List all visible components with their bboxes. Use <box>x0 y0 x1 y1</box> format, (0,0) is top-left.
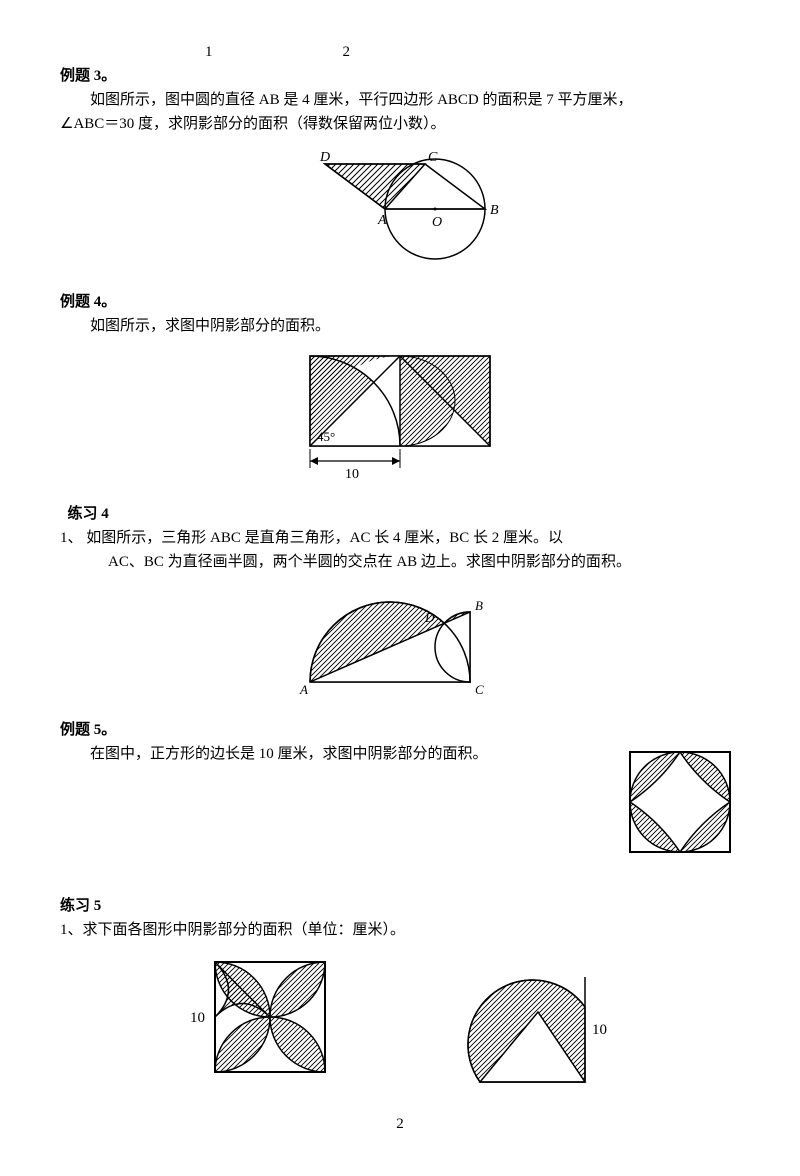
example-4-title: 例题 4。 <box>60 290 740 314</box>
practice-5-body: 1、求下面各图形中阴影部分的面积（单位：厘米）。 <box>60 918 740 942</box>
top-number-2: 2 <box>343 40 351 64</box>
label-10-ex4: 10 <box>345 467 359 482</box>
top-number-1: 1 <box>205 40 213 64</box>
practice-4-title: 练习 4 <box>60 502 740 526</box>
top-numbers: 1 2 <box>60 40 740 64</box>
label-C: C <box>428 150 438 165</box>
page-number: 2 <box>60 1112 740 1136</box>
label-A: A <box>377 213 387 228</box>
practice-4-line1: 如图所示，三角形 ABC 是直角三角形，AC 长 4 厘米，BC 长 2 厘米。… <box>86 530 563 546</box>
practice-4-line2: AC、BC 为直径画半圆，两个半圆的交点在 AB 边上。求图中阴影部分的面积。 <box>108 554 631 570</box>
label-O: O <box>432 215 442 230</box>
svg-text:C: C <box>475 682 484 697</box>
svg-text:A: A <box>299 682 308 697</box>
label-10-right: 10 <box>592 1022 607 1038</box>
figure-ex5 <box>620 742 740 870</box>
label-10-left: 10 <box>190 1010 205 1026</box>
figure-practice5-row: 10 10 <box>60 952 740 1102</box>
label-B: B <box>490 203 499 218</box>
svg-text:D: D <box>424 610 435 625</box>
example-3-line1: 如图所示，图中圆的直径 AB 是 4 厘米，平行四边形 ABCD 的面积是 7 … <box>60 88 740 112</box>
label-D: D <box>319 150 330 165</box>
practice-5-title: 练习 5 <box>60 894 740 918</box>
practice-4-item-label: 1、 <box>60 530 83 546</box>
example-3-line2: ∠ABC＝30 度，求阴影部分的面积（得数保留两位小数）。 <box>60 112 740 136</box>
practice-4-body: 1、 如图所示，三角形 ABC 是直角三角形，AC 长 4 厘米，BC 长 2 … <box>60 526 740 574</box>
example-3-title: 例题 3。 <box>60 64 740 88</box>
figure-ex4: 45° 10 <box>60 346 740 494</box>
example-5-title: 例题 5。 <box>60 718 740 742</box>
figure-practice4: D A B C <box>60 582 740 710</box>
figure-ex3: D C A B O <box>60 144 740 282</box>
svg-text:B: B <box>475 598 483 613</box>
label-45: 45° <box>317 429 335 444</box>
example-4-body: 如图所示，求图中阴影部分的面积。 <box>60 314 740 338</box>
